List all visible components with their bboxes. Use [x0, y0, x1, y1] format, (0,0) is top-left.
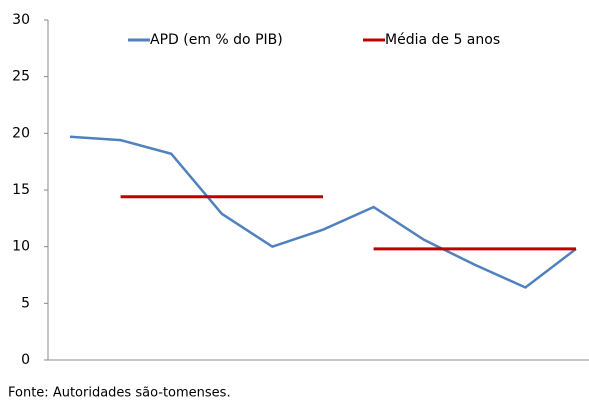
y-tick-label: 15	[12, 182, 30, 198]
source-note: Fonte: Autoridades são-tomenses.	[8, 386, 231, 400]
y-tick-label: 20	[12, 125, 30, 141]
legend-label: Média de 5 anos	[385, 32, 500, 48]
y-tick-label: 10	[12, 239, 30, 255]
series-line	[69, 135, 577, 289]
y-tick-label: 5	[21, 295, 30, 311]
y-tick-label: 0	[21, 352, 30, 368]
legend-label: APD (em % do PIB)	[150, 32, 283, 48]
y-tick-label: 25	[12, 69, 30, 85]
y-tick-label: 30	[12, 12, 30, 28]
